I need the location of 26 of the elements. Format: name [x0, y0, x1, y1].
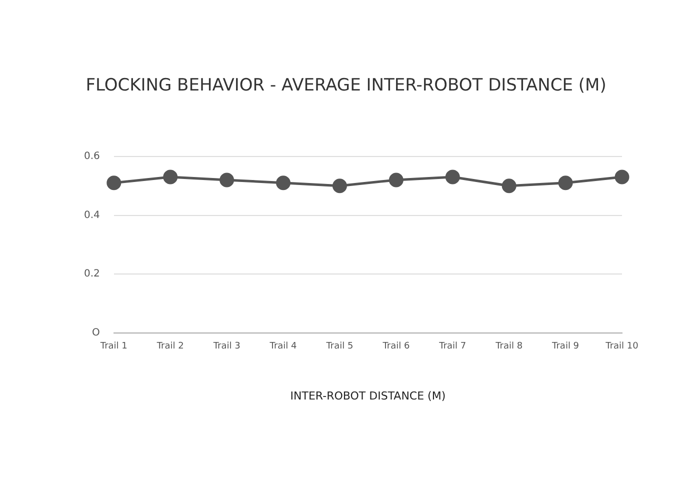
point	[276, 176, 291, 190]
point	[388, 172, 404, 188]
x-tick-label: Trail 5	[325, 342, 354, 352]
x-tick-label: Trail 10	[604, 342, 639, 352]
x-tick-label: Trail 7	[438, 342, 466, 352]
point	[106, 176, 122, 190]
point	[614, 170, 630, 184]
x-tick-label: Trail 6	[382, 342, 410, 352]
y-tick-label: O	[92, 328, 100, 339]
point	[502, 178, 516, 194]
point	[445, 170, 460, 184]
y-tick-label: 0.2	[84, 268, 100, 280]
x-tick-label: Trail 3	[212, 342, 240, 352]
x-tick-label: Trail 4	[268, 342, 298, 352]
chart-title: FLOCKING BEHAVIOR - AVERAGE INTER-ROBOT DISTANCE (M)	[86, 76, 606, 96]
y-tick-label: 0.4	[84, 210, 100, 221]
x-axis-title: INTER-ROBOT DISTANCE (M)	[290, 389, 446, 402]
x-tick-label: Trail 8	[494, 342, 523, 352]
point	[163, 170, 178, 184]
x-tick-label: Trail 2	[156, 342, 184, 352]
point	[558, 176, 573, 190]
point	[220, 172, 234, 188]
x-tick-label: Trail 1	[99, 342, 128, 352]
point	[332, 178, 347, 194]
x-tick-label: Trail 9	[551, 342, 580, 352]
y-tick-label: 0.6	[84, 150, 100, 162]
